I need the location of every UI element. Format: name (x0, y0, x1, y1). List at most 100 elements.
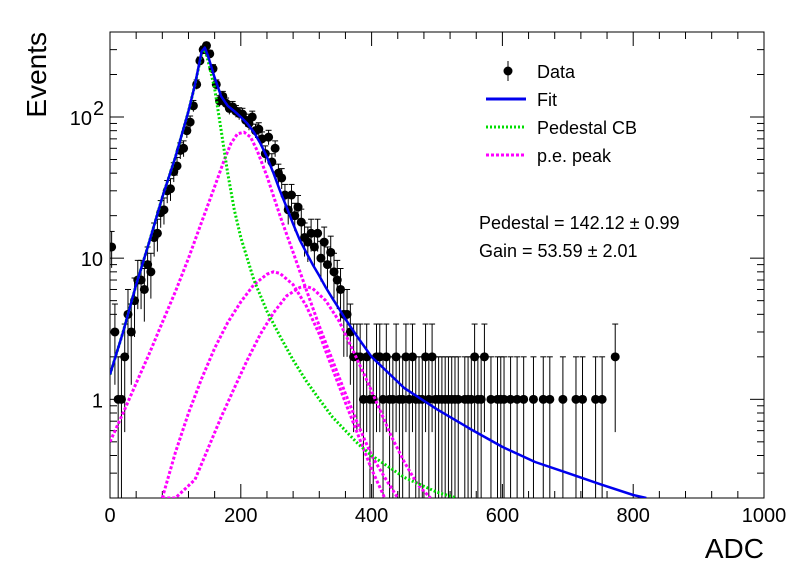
data-marker (290, 211, 300, 221)
data-point (146, 252, 156, 299)
data-point (126, 303, 136, 385)
data-marker (303, 237, 313, 247)
legend-label-pedestal: Pedestal CB (537, 118, 637, 138)
x-tick-label: 400 (355, 505, 388, 527)
data-marker (528, 394, 538, 404)
y-tick-label: 10 (70, 108, 92, 130)
data-marker (358, 394, 368, 404)
data-marker (152, 228, 162, 238)
data-marker (519, 394, 529, 404)
pe-peak-curve-3 (162, 285, 432, 498)
data-point (316, 240, 326, 282)
data-point (391, 323, 401, 433)
data-point (381, 323, 391, 433)
data-marker (538, 394, 548, 404)
data-point (159, 197, 169, 225)
data-point (270, 140, 280, 157)
data-marker (277, 173, 287, 183)
data-marker (421, 352, 431, 362)
data-marker (407, 352, 417, 362)
annotation-gain: Gain = 53.59 ± 2.01 (479, 241, 638, 261)
data-marker (313, 228, 323, 238)
data-point (329, 252, 339, 299)
x-tick-label: 1000 (742, 505, 787, 527)
data-marker (316, 253, 326, 263)
data-point (313, 218, 323, 252)
data-marker (322, 260, 332, 270)
data-marker (146, 267, 156, 277)
data-marker (476, 394, 486, 404)
data-marker (165, 184, 175, 194)
data-point (421, 323, 431, 433)
data-marker (512, 394, 522, 404)
data-point (453, 356, 463, 498)
data-point (499, 356, 509, 498)
data-point (110, 303, 120, 385)
data-marker (381, 352, 391, 362)
data-marker (388, 394, 398, 404)
data-marker (332, 275, 342, 285)
data-marker (110, 327, 120, 337)
data-marker (499, 394, 509, 404)
data-marker (326, 247, 336, 257)
data-marker (453, 394, 463, 404)
legend-data-marker (503, 66, 513, 76)
y-tick-exponent: 2 (93, 98, 104, 120)
legend-entry-pedestal: Pedestal CB (486, 118, 637, 138)
data-point (597, 356, 607, 498)
data-marker (139, 284, 149, 294)
x-tick-label: 200 (224, 505, 257, 527)
data-marker (591, 394, 601, 404)
data-marker (120, 352, 130, 362)
data-marker (610, 352, 620, 362)
data-point (375, 323, 385, 433)
data-point (152, 218, 162, 252)
data-marker (378, 394, 388, 404)
data-marker (404, 394, 414, 404)
legend-label-data: Data (537, 62, 576, 82)
annotation-pedestal: Pedestal = 142.12 ± 0.99 (479, 213, 680, 233)
data-point (479, 323, 489, 433)
data-point (470, 323, 480, 433)
data-point (254, 122, 264, 137)
legend-entry-pe: p.e. peak (486, 146, 612, 166)
data-point (326, 235, 336, 275)
curve-layer (110, 46, 647, 498)
data-point (591, 356, 601, 498)
data-marker (247, 112, 257, 122)
data-marker (286, 190, 296, 200)
data-marker (427, 352, 437, 362)
data-point (427, 323, 437, 433)
data-marker (479, 352, 489, 362)
data-marker (264, 132, 274, 142)
data-marker (375, 352, 385, 362)
data-point (512, 356, 522, 498)
data-marker (296, 217, 306, 227)
data-point (185, 115, 195, 129)
data-marker (159, 205, 169, 215)
data-marker (270, 143, 280, 153)
data-marker (110, 242, 117, 252)
data-marker (329, 267, 339, 277)
data-point (247, 110, 257, 124)
data-point (519, 356, 529, 498)
data-marker (143, 260, 153, 270)
data-marker (545, 394, 555, 404)
data-point (319, 226, 329, 262)
data-point (358, 356, 368, 498)
data-point (309, 230, 319, 268)
data-marker (597, 394, 607, 404)
fit-curve (110, 46, 647, 498)
data-marker (470, 352, 480, 362)
data-point (332, 259, 342, 310)
data-marker (319, 237, 329, 247)
data-point (110, 230, 117, 268)
legend-label-fit: Fit (537, 90, 557, 110)
data-point (571, 356, 581, 498)
data-point (407, 323, 417, 433)
data-marker (185, 117, 195, 127)
legend-entry-fit: Fit (486, 90, 557, 110)
data-marker (506, 394, 516, 404)
